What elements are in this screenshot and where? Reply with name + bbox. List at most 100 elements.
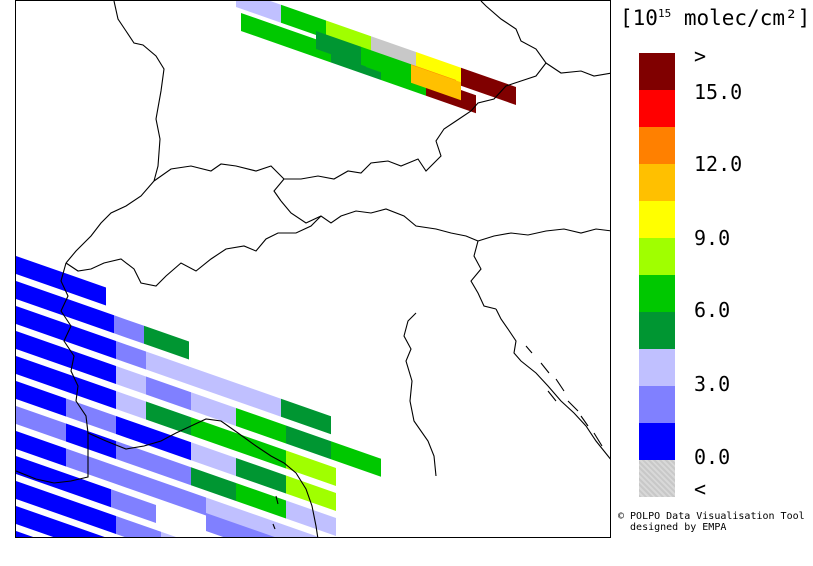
credit-line-1: © POLPO Data Visualisation Tool bbox=[618, 511, 805, 522]
satellite-pixel bbox=[146, 426, 191, 461]
satellite-pixel bbox=[116, 391, 146, 420]
satellite-pixel bbox=[326, 20, 371, 55]
border-austria-italy bbox=[280, 200, 479, 242]
satellite-pixel bbox=[236, 458, 286, 494]
legend-tick-label: 15.0 bbox=[694, 80, 743, 104]
satellite-pixel bbox=[66, 448, 116, 484]
satellite-pixel bbox=[331, 441, 381, 477]
coast-adriatic-italy bbox=[403, 312, 437, 477]
unit-base: 10 bbox=[632, 6, 658, 30]
legend-swatch bbox=[639, 164, 675, 201]
legend-tick-label: 12.0 bbox=[694, 152, 743, 176]
satellite-pixel bbox=[144, 325, 189, 360]
satellite-pixel bbox=[241, 13, 286, 47]
satellite-pixel bbox=[191, 392, 236, 426]
satellite-pixel bbox=[161, 531, 176, 537]
satellite-pixel bbox=[16, 431, 66, 467]
border-austria-czech bbox=[545, 62, 610, 77]
satellite-pixel bbox=[281, 398, 331, 435]
satellite-pixel bbox=[286, 450, 336, 486]
satellite-pixel bbox=[114, 315, 144, 344]
border-france-italy bbox=[60, 262, 89, 434]
legend-swatch bbox=[639, 460, 675, 497]
satellite-pixel bbox=[371, 36, 416, 70]
map-canvas bbox=[16, 1, 610, 537]
credit-line-2: designed by EMPA bbox=[618, 522, 727, 533]
unit-text: molec/cm² bbox=[671, 6, 798, 30]
legend-tick-label: > bbox=[694, 44, 707, 68]
satellite-pixel bbox=[16, 381, 66, 417]
satellite-pixel bbox=[66, 473, 111, 508]
legend-tick-label: 3.0 bbox=[694, 372, 731, 396]
satellite-pixel bbox=[416, 52, 461, 86]
legend-swatch bbox=[639, 90, 675, 127]
legend-tick-label: 0.0 bbox=[694, 445, 731, 469]
satellite-pixel bbox=[116, 441, 146, 470]
satellite-pixel bbox=[66, 348, 116, 384]
unit-label: [1015 molec/cm²] bbox=[620, 6, 811, 30]
satellite-pixel bbox=[16, 406, 66, 442]
border-italy-slovenia bbox=[470, 240, 497, 310]
legend-swatch bbox=[639, 312, 675, 349]
satellite-pixel bbox=[116, 341, 146, 370]
satellite-pixel bbox=[161, 481, 206, 516]
satellite-pixel bbox=[236, 483, 286, 519]
border-france-germany bbox=[113, 1, 165, 182]
credit-text: © POLPO Data Visualisation Tool designed… bbox=[618, 511, 805, 533]
satellite-pixel bbox=[146, 376, 191, 411]
satellite-pixel bbox=[191, 417, 236, 451]
satellite-pixel bbox=[66, 423, 116, 459]
satellite-pixel bbox=[16, 256, 64, 291]
satellite-pixel bbox=[286, 28, 331, 63]
satellite-pixel bbox=[16, 481, 66, 517]
satellite-pixel bbox=[16, 331, 66, 367]
satellite-pixel bbox=[316, 31, 361, 65]
satellite-pixel bbox=[281, 4, 326, 39]
satellite-pixel bbox=[206, 497, 251, 532]
coast-ligurian bbox=[87, 418, 319, 537]
coast-istria-croatia bbox=[495, 308, 610, 460]
border-switzerland-west bbox=[65, 180, 155, 264]
satellite-pixel bbox=[286, 475, 336, 511]
corsica-north bbox=[272, 495, 279, 530]
unit-exponent: 15 bbox=[657, 7, 672, 20]
satellite-pixel bbox=[251, 513, 301, 537]
satellite-pixel bbox=[191, 442, 236, 476]
satellite-pixel bbox=[251, 528, 275, 537]
satellite-pixel bbox=[236, 1, 281, 23]
satellite-pixel bbox=[64, 297, 114, 334]
satellite-pixel bbox=[146, 401, 191, 436]
country-borders bbox=[16, 1, 610, 537]
satellite-pixel bbox=[16, 506, 66, 537]
satellite-pixel bbox=[66, 398, 116, 434]
coast-france-south bbox=[16, 433, 89, 484]
legend-swatch bbox=[639, 349, 675, 386]
legend-swatch bbox=[639, 275, 675, 312]
legend-swatch bbox=[639, 127, 675, 164]
legend-swatch bbox=[639, 201, 675, 238]
satellite-pixel bbox=[111, 489, 156, 523]
legend-swatch bbox=[639, 53, 675, 90]
satellite-pixel bbox=[66, 323, 116, 359]
satellite-pixel bbox=[191, 367, 281, 417]
map-panel bbox=[15, 0, 611, 538]
satellite-pixel-layer bbox=[16, 1, 516, 537]
satellite-pixel bbox=[286, 425, 331, 460]
satellite-pixel bbox=[286, 500, 336, 536]
satellite-pixel bbox=[16, 306, 66, 342]
satellite-pixel bbox=[411, 64, 461, 101]
croatian-islands bbox=[525, 345, 603, 447]
satellite-pixel bbox=[236, 433, 286, 469]
satellite-pixel bbox=[64, 272, 106, 306]
satellite-pixel bbox=[116, 516, 161, 537]
satellite-pixel bbox=[461, 67, 516, 105]
legend-swatch bbox=[639, 238, 675, 275]
satellite-pixel bbox=[236, 408, 286, 444]
satellite-pixel bbox=[116, 416, 146, 445]
color-scale-legend: [1015 molec/cm²] >15.0 12.0 9.0 6.0 3.0 0.0 < … bbox=[612, 0, 812, 566]
border-switzerland-italy bbox=[65, 215, 322, 287]
legend-tick-label: 9.0 bbox=[694, 226, 731, 250]
satellite-pixel bbox=[146, 351, 191, 386]
satellite-pixel bbox=[116, 466, 161, 500]
satellite-pixel bbox=[66, 373, 116, 409]
